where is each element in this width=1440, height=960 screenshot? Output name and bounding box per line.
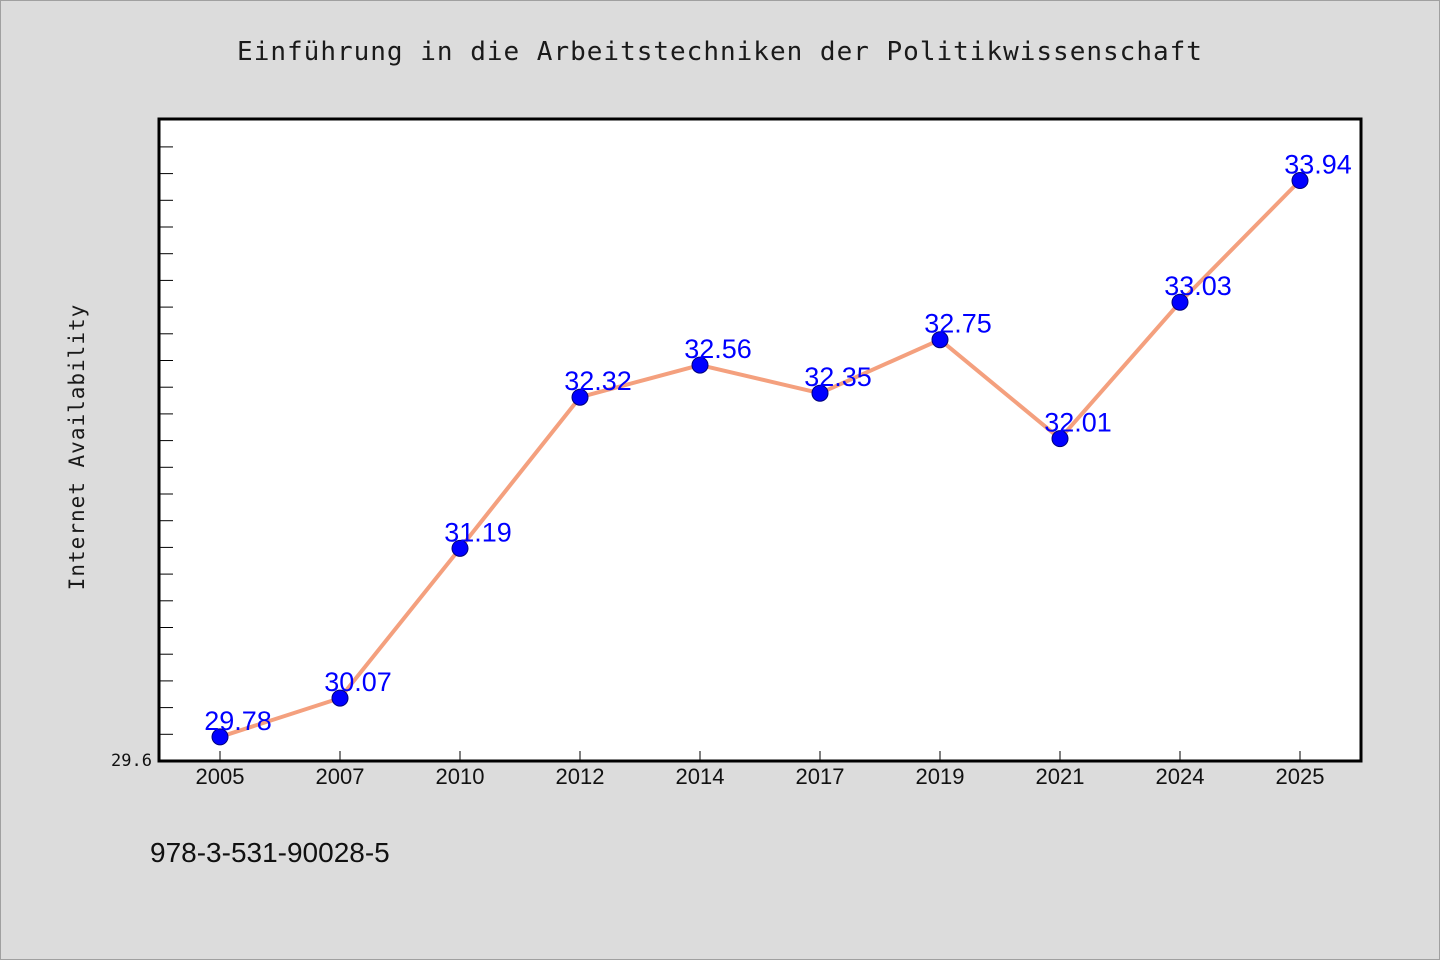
data-label: 29.78 [204, 706, 272, 736]
data-point [211, 728, 229, 746]
x-tick-label: 2025 [1276, 764, 1325, 789]
data-point [331, 689, 349, 707]
x-tick-label: 2017 [796, 764, 845, 789]
series-line [218, 178, 1302, 739]
data-point [691, 356, 709, 374]
data-point [811, 384, 829, 402]
x-tick-label: 2005 [196, 764, 245, 789]
data-label: 32.32 [564, 366, 632, 396]
x-tick-label: 2021 [1036, 764, 1085, 789]
data-labels: 29.78 30.07 31.19 32.32 32.56 32.35 32.75 32.01… [204, 150, 1352, 736]
data-label: 32.01 [1044, 408, 1112, 438]
line-segment [938, 337, 1062, 441]
data-point [571, 388, 589, 406]
x-tick-label: 2014 [676, 764, 725, 789]
line-segment [1058, 300, 1182, 441]
chart-title: Einführung in die Arbeitstechniken der P… [237, 37, 1203, 67]
data-label: 30.07 [324, 667, 392, 697]
line-segment [458, 395, 582, 551]
y-axis-label: Internet Availability [65, 304, 89, 591]
x-tick-label: 2024 [1156, 764, 1205, 789]
plot-area [157, 117, 1363, 763]
line-segment [698, 363, 822, 396]
data-point [1171, 293, 1189, 311]
data-label: 32.35 [804, 362, 872, 392]
line-segment [218, 696, 342, 739]
x-tick-label: 2019 [916, 764, 965, 789]
data-label: 31.19 [444, 517, 512, 547]
data-point [931, 331, 949, 349]
y-axis-ticks [159, 146, 173, 735]
x-tick-label: 2012 [556, 764, 605, 789]
data-label: 32.56 [684, 334, 752, 364]
line-segment [1178, 178, 1302, 305]
line-segment [818, 337, 942, 396]
data-point [1291, 172, 1309, 190]
data-point [1051, 430, 1069, 448]
x-tick-label: 2010 [436, 764, 485, 789]
data-label: 33.03 [1164, 271, 1232, 301]
x-tick-label: 2007 [316, 764, 365, 789]
data-label: 33.94 [1284, 150, 1352, 180]
data-point [451, 539, 469, 557]
isbn-footer: 978-3-531-90028-5 [150, 837, 390, 868]
series-markers [211, 172, 1309, 746]
line-segment [578, 363, 702, 400]
y-tick-label: 29.6 [111, 751, 152, 771]
x-axis-ticks: 2005 2007 2010 2012 2014 2017 2019 2021 2024 2025 [196, 751, 1325, 789]
line-segment [338, 546, 462, 701]
data-label: 32.75 [924, 309, 992, 339]
